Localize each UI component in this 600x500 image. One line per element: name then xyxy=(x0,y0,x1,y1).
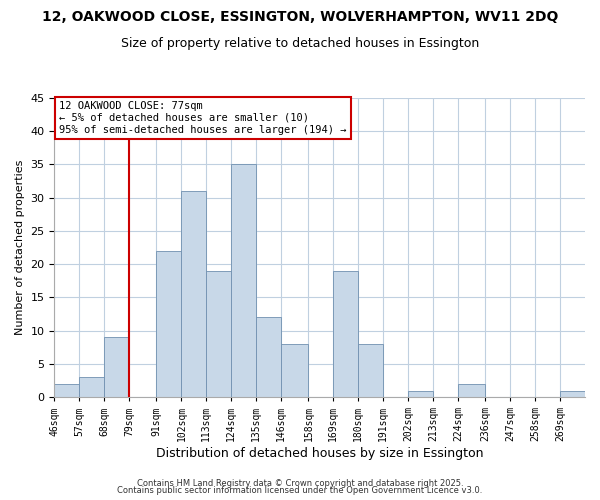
Bar xyxy=(181,191,206,397)
Bar xyxy=(458,384,485,397)
Bar xyxy=(256,318,281,397)
Bar xyxy=(334,271,358,397)
Bar xyxy=(560,390,585,397)
Bar xyxy=(79,377,104,397)
Bar xyxy=(206,271,231,397)
Text: Contains HM Land Registry data © Crown copyright and database right 2025.: Contains HM Land Registry data © Crown c… xyxy=(137,478,463,488)
Bar xyxy=(231,164,256,397)
Text: Contains public sector information licensed under the Open Government Licence v3: Contains public sector information licen… xyxy=(118,486,482,495)
Bar xyxy=(104,338,129,397)
Bar xyxy=(157,251,181,397)
X-axis label: Distribution of detached houses by size in Essington: Distribution of detached houses by size … xyxy=(156,447,484,460)
Text: 12 OAKWOOD CLOSE: 77sqm
← 5% of detached houses are smaller (10)
95% of semi-det: 12 OAKWOOD CLOSE: 77sqm ← 5% of detached… xyxy=(59,102,346,134)
Bar xyxy=(408,390,433,397)
Text: Size of property relative to detached houses in Essington: Size of property relative to detached ho… xyxy=(121,38,479,51)
Y-axis label: Number of detached properties: Number of detached properties xyxy=(15,160,25,336)
Bar xyxy=(55,384,79,397)
Bar xyxy=(358,344,383,397)
Text: 12, OAKWOOD CLOSE, ESSINGTON, WOLVERHAMPTON, WV11 2DQ: 12, OAKWOOD CLOSE, ESSINGTON, WOLVERHAMP… xyxy=(42,10,558,24)
Bar xyxy=(281,344,308,397)
